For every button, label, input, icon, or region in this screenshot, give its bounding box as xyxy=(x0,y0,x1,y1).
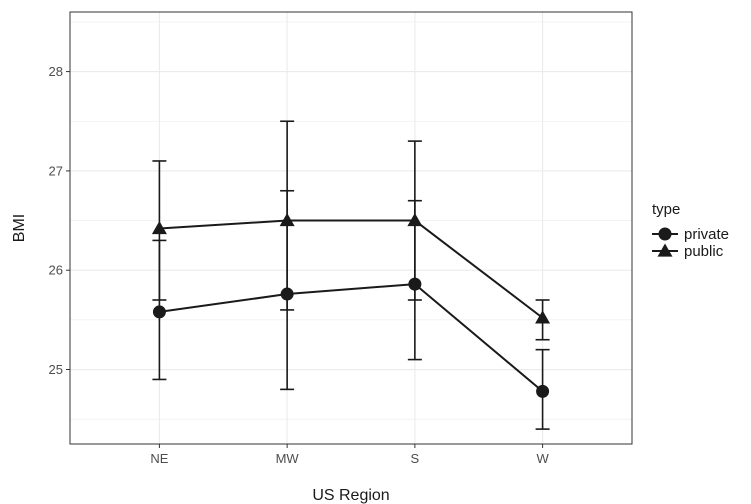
y-tick-label-3: 28 xyxy=(49,64,63,79)
x-axis-title: US Region xyxy=(312,487,389,504)
x-axis: NE MW S W xyxy=(150,444,549,466)
series-line-public xyxy=(159,219,544,319)
legend-key-marker-public xyxy=(657,243,673,257)
legend-label-private: private xyxy=(684,226,729,243)
x-tick-label-0: NE xyxy=(150,451,168,466)
y-tick-label-1: 26 xyxy=(49,263,63,278)
x-tick-label-1: MW xyxy=(276,451,300,466)
legend-item-public: public xyxy=(652,243,724,260)
point-public-1 xyxy=(279,213,295,227)
point-private-0 xyxy=(152,305,166,319)
series-public xyxy=(151,120,551,341)
point-private-3 xyxy=(536,384,550,398)
legend-label-public: public xyxy=(684,243,724,260)
panel-border xyxy=(69,11,633,445)
legend-title: type xyxy=(652,201,680,218)
series-line-private xyxy=(159,283,544,393)
y-tick-label-2: 27 xyxy=(49,163,63,178)
x-tick-label-3: W xyxy=(536,451,549,466)
y-axis: 25 26 27 28 xyxy=(49,64,70,377)
y-tick-label-0: 25 xyxy=(49,362,63,377)
legend-item-private: private xyxy=(652,226,729,243)
series-layer xyxy=(151,120,551,430)
y-axis-title: BMI xyxy=(11,214,28,242)
point-public-3 xyxy=(535,310,551,324)
x-tick-label-2: S xyxy=(411,451,420,466)
legend-key-marker-private xyxy=(658,227,672,241)
point-public-2 xyxy=(407,213,423,227)
point-public-0 xyxy=(151,220,167,235)
